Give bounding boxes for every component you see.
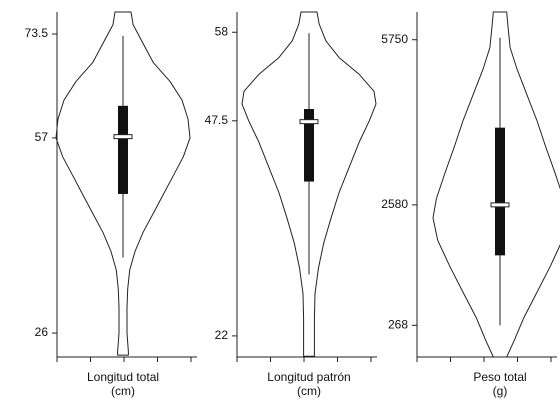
- violin: [55, 11, 191, 356]
- y-tick-label: 58: [215, 24, 229, 38]
- y-tick-label: 22: [215, 328, 229, 342]
- box: [118, 105, 128, 194]
- x-axis-label: Longitud patrón: [267, 370, 350, 384]
- x-axis-label: (cm): [297, 384, 321, 398]
- violin: [241, 11, 377, 357]
- y-tick-label: 268: [388, 317, 408, 331]
- x-axis-label: (cm): [111, 384, 135, 398]
- y-tick-label: 26: [35, 325, 49, 339]
- y-tick-label: 2580: [381, 197, 408, 211]
- x-axis-label: (g): [493, 384, 508, 398]
- median: [299, 119, 319, 125]
- y-tick-label: 73.5: [25, 26, 49, 40]
- x-axis-label: Longitud total: [87, 370, 159, 384]
- y-tick-label: 57: [35, 130, 49, 144]
- y-tick-label: 5750: [381, 32, 408, 46]
- median: [490, 202, 510, 208]
- y-tick-label: 47.5: [205, 113, 229, 127]
- box: [304, 109, 314, 182]
- median: [113, 134, 133, 140]
- violin: [432, 11, 560, 358]
- x-axis-label: Peso total: [473, 370, 526, 384]
- box: [495, 127, 505, 256]
